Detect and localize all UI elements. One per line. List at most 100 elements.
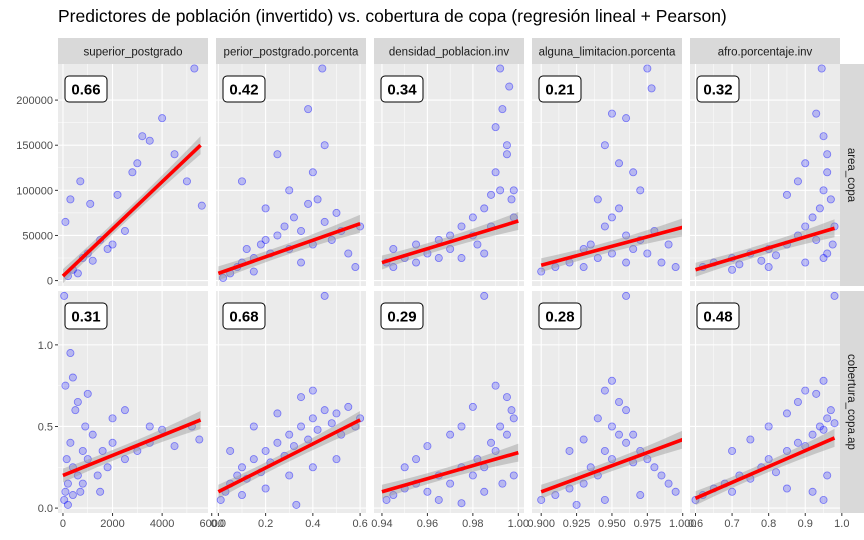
data-point (828, 240, 837, 249)
regression-line (61, 143, 202, 278)
data-point (71, 406, 80, 415)
regression-line (217, 418, 361, 494)
data-point (771, 251, 780, 260)
regression-line (694, 436, 836, 500)
data-point (108, 438, 117, 447)
x-tick-label: 4000 (150, 518, 174, 530)
data-point (313, 425, 322, 434)
data-point (412, 455, 421, 464)
data-point (83, 455, 92, 464)
data-point (819, 254, 828, 263)
data-point (537, 495, 546, 504)
data-point (487, 438, 496, 447)
x-tick-label: 6000 (199, 518, 223, 530)
data-point (579, 263, 588, 272)
data-point (120, 455, 129, 464)
data-point (491, 381, 500, 390)
correlation-label: 0.66 (71, 82, 100, 99)
data-point (491, 168, 500, 177)
data-point (622, 438, 631, 447)
correlation-label: 0.42 (229, 82, 258, 99)
regression-line (381, 450, 519, 494)
regression-line (381, 219, 519, 265)
data-point (757, 256, 766, 265)
data-point (66, 349, 75, 358)
data-point (289, 442, 298, 451)
data-point (133, 159, 142, 168)
data-point (320, 141, 329, 150)
data-point (600, 446, 609, 455)
facet-strip-label-0: superior_postgrado (83, 47, 182, 59)
facet-strip-label-4: afro.porcentaje.inv (718, 47, 813, 59)
data-point (643, 64, 652, 73)
data-point (308, 168, 317, 177)
data-point (62, 455, 71, 464)
data-point (819, 132, 828, 141)
regression-line (540, 437, 682, 494)
facet-strip-1 (216, 38, 366, 64)
data-point (61, 217, 70, 226)
data-point (145, 422, 154, 431)
data-point (607, 422, 616, 431)
data-point (819, 495, 828, 504)
data-point (423, 442, 432, 451)
facet-strip-label-1: perior_postgrado.porcenta (224, 47, 359, 59)
data-point (480, 249, 489, 258)
data-point (332, 455, 341, 464)
data-point (344, 249, 353, 258)
data-point (308, 414, 317, 423)
data-point (826, 195, 835, 204)
data-point (491, 446, 500, 455)
data-point (551, 491, 560, 500)
data-point (73, 397, 82, 406)
data-point (261, 204, 270, 213)
correlation-label-box (64, 302, 108, 330)
data-point (771, 468, 780, 477)
data-point (120, 226, 129, 235)
data-point (237, 177, 246, 186)
data-point (68, 373, 77, 382)
data-point (728, 265, 737, 274)
data-point (586, 240, 595, 249)
data-point (233, 471, 242, 480)
x-tick-label: 2000 (100, 518, 124, 530)
data-point (285, 471, 294, 480)
data-point (764, 455, 773, 464)
data-point (344, 402, 353, 411)
data-point (138, 132, 147, 141)
data-point (643, 249, 652, 258)
data-point (261, 446, 270, 455)
correlation-label-box (538, 75, 582, 103)
data-point (815, 204, 824, 213)
data-point (817, 64, 826, 73)
data-point (73, 269, 82, 278)
facet-strip-4 (690, 38, 840, 64)
data-point (83, 389, 92, 398)
data-point (823, 414, 832, 423)
data-point (823, 150, 832, 159)
correlation-label: 0.32 (703, 82, 732, 99)
x-tick-label: 0.98 (462, 518, 483, 530)
facet-row-strip-label-0: area_copa (845, 148, 857, 203)
x-tick-label: 0.900 (527, 518, 555, 530)
data-point (537, 267, 546, 276)
x-tick-label: 0.2 (258, 518, 273, 530)
data-point (304, 435, 313, 444)
data-point (793, 177, 802, 186)
correlation-label-box (222, 302, 266, 330)
data-point (73, 471, 82, 480)
facet-strip-3 (532, 38, 682, 64)
data-point (607, 249, 616, 258)
data-point (285, 186, 294, 195)
data-point (782, 446, 791, 455)
data-point (261, 484, 270, 493)
data-point (615, 430, 624, 439)
data-point (600, 386, 609, 395)
data-point (468, 471, 477, 480)
correlation-label: 0.29 (387, 309, 416, 326)
data-point (793, 397, 802, 406)
data-point (629, 168, 638, 177)
data-point (389, 263, 398, 272)
data-point (801, 258, 810, 267)
data-point (113, 190, 122, 199)
